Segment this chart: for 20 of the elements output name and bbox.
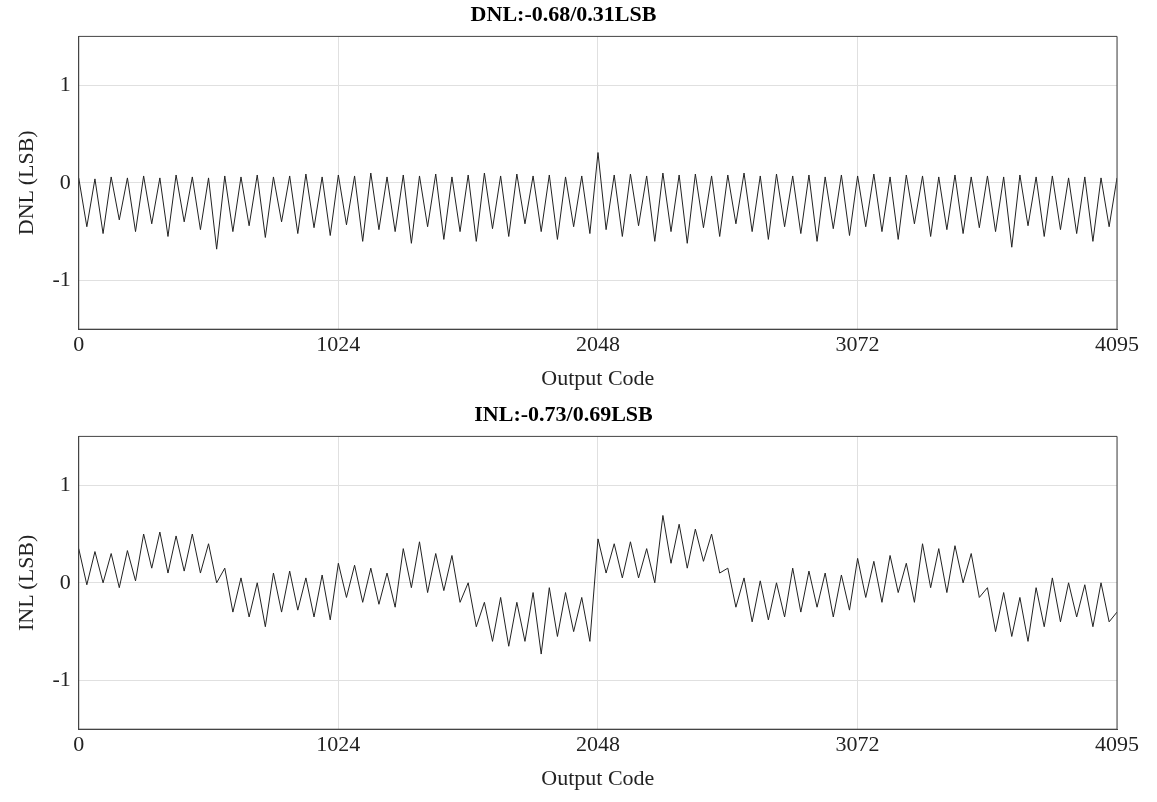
y-tick-label: 1 — [59, 470, 71, 496]
y-tick-label: 0 — [59, 568, 71, 594]
y-tick-label: -1 — [52, 666, 71, 692]
y-tick-label: -1 — [52, 266, 71, 292]
x-axis-title: Output Code — [541, 764, 655, 790]
x-tick-label: 1024 — [316, 331, 361, 357]
y-axis-title: DNL (LSB) — [12, 130, 38, 236]
x-tick-label: 3072 — [835, 331, 880, 357]
y-tick-label: 0 — [59, 168, 71, 194]
y-tick-label: 1 — [59, 70, 71, 96]
x-tick-label: 2048 — [575, 731, 620, 757]
x-tick-label: 3072 — [835, 731, 880, 757]
chart-title: DNL:-0.68/0.31LSB — [470, 0, 657, 26]
x-tick-label: 4095 — [1095, 731, 1139, 757]
x-tick-label: 4095 — [1095, 331, 1139, 357]
x-axis-title: Output Code — [541, 364, 655, 390]
x-tick-label: 1024 — [316, 731, 361, 757]
chart-title: INL:-0.73/0.69LSB — [474, 400, 654, 426]
x-tick-label: 2048 — [575, 331, 620, 357]
y-axis-title: INL (LSB) — [12, 534, 38, 631]
